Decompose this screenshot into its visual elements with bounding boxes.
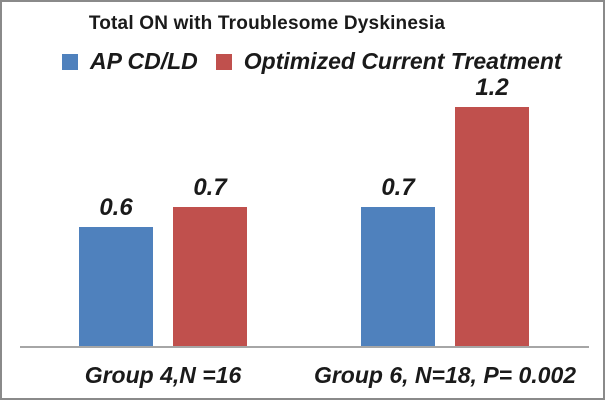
bar-group6-ap-cd-ld — [361, 207, 435, 347]
legend-swatch-ap-cd-ld-icon — [62, 53, 78, 70]
bar-group4-ap-cd-ld — [79, 227, 153, 347]
category-label-group6: Group 6, N=18, P= 0.002 — [313, 362, 577, 388]
bar-value-label-group6-optimized: 1.2 — [475, 74, 509, 101]
legend: AP CD/LD Optimized Current Treatment — [62, 48, 562, 75]
chart-title: Total ON with Troublesome Dyskinesia — [88, 13, 446, 34]
legend-label-optimized-current-treatment: Optimized Current Treatment — [243, 48, 562, 74]
bar-value-label-group4-ap-cd-ld: 0.6 — [99, 194, 133, 221]
bar-group4-optimized — [173, 207, 247, 347]
legend-label-ap-cd-ld: AP CD/LD — [90, 48, 198, 74]
x-axis-line — [20, 346, 589, 348]
bar-value-label-group4-optimized: 0.7 — [193, 174, 227, 201]
category-label-group4: Group 4,N =16 — [84, 362, 242, 388]
bar-group6-optimized — [455, 107, 529, 347]
bar-value-label-group6-ap-cd-ld: 0.7 — [381, 174, 415, 201]
legend-swatch-optimized-current-treatment-icon — [215, 53, 232, 70]
